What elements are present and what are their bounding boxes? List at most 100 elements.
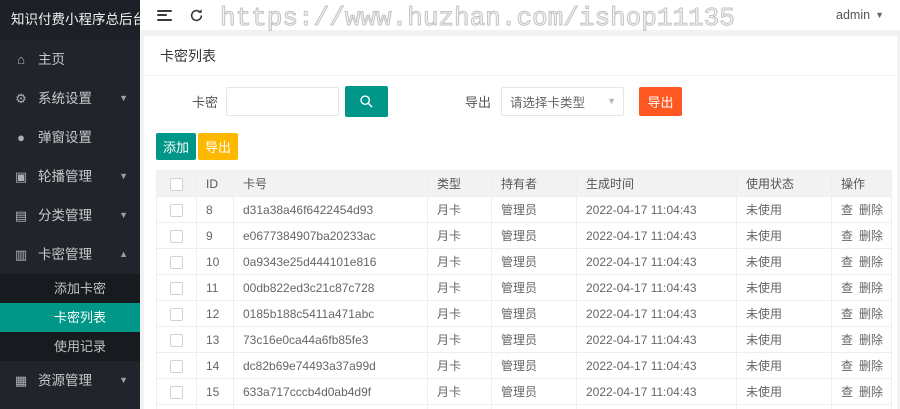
export-button-yellow[interactable]: 导出 — [198, 133, 238, 160]
view-link[interactable]: 查 — [841, 281, 854, 295]
table-row: 16 36b40b2a32a2c8731d1b 月卡 管理员 2022-04-1… — [156, 404, 892, 409]
row-checkbox[interactable] — [170, 307, 183, 321]
header-status: 使用状态 — [736, 170, 832, 197]
resource-icon: ▦ — [14, 373, 28, 388]
row-checkbox[interactable] — [170, 281, 183, 295]
sidebar: 知识付费小程序总后台 ⌂ 主页 ⚙ 系统设置 ▼ ● 弹窗设置 ▣ 轮播管理 ▼… — [0, 0, 140, 409]
sidebar-item-label: 弹窗设置 — [38, 130, 92, 145]
cell-operations: 查删除 — [831, 248, 892, 275]
cell-id: 10 — [196, 248, 234, 275]
view-link[interactable]: 查 — [841, 385, 854, 399]
cell-operations: 查删除 — [831, 404, 892, 409]
row-checkbox[interactable] — [170, 203, 183, 217]
select-all-checkbox[interactable] — [170, 177, 183, 191]
row-checkbox[interactable] — [170, 229, 183, 243]
sidebar-item-card-management[interactable]: ▥ 卡密管理 ▲ — [0, 235, 140, 274]
delete-link[interactable]: 删除 — [859, 255, 884, 269]
username: admin — [836, 8, 871, 22]
cell-holder: 管理员 — [491, 222, 577, 249]
delete-link[interactable]: 删除 — [859, 281, 884, 295]
cell-operations: 查删除 — [831, 378, 892, 405]
cell-card-number: 36b40b2a32a2c8731d1b — [233, 404, 428, 409]
cell-operations: 查删除 — [831, 326, 892, 353]
row-checkbox[interactable] — [170, 385, 183, 399]
cell-operations: 查删除 — [831, 196, 892, 223]
card-code-input[interactable] — [226, 86, 339, 116]
chevron-down-icon: ▼ — [119, 93, 128, 103]
view-link[interactable]: 查 — [841, 229, 854, 243]
view-link[interactable]: 查 — [841, 255, 854, 269]
add-button[interactable]: 添加 — [156, 133, 196, 160]
chevron-down-icon: ▼ — [119, 171, 128, 181]
sidebar-item-resources[interactable]: ▦ 资源管理 ▼ — [0, 361, 140, 400]
search-button[interactable] — [345, 85, 388, 117]
hamburger-icon — [157, 7, 172, 23]
sidebar-item-more-fun[interactable]: △ 更多好玩 ▼ — [0, 400, 140, 409]
row-checkbox[interactable] — [170, 333, 183, 347]
sidebar-item-carousel[interactable]: ▣ 轮播管理 ▼ — [0, 157, 140, 196]
header-card: 卡号 — [233, 170, 428, 197]
table-row: 14 dc82b69e74493a37a99d 月卡 管理员 2022-04-1… — [156, 352, 892, 379]
sidebar-item-label: 系统设置 — [38, 91, 92, 106]
cell-card-number: 0a9343e25d444101e816 — [233, 248, 428, 275]
cell-time: 2022-04-17 11:04:43 — [576, 222, 737, 249]
sidebar-item-label: 资源管理 — [38, 373, 92, 388]
cell-holder: 管理员 — [491, 404, 577, 409]
cell-time: 2022-04-17 11:04:43 — [576, 378, 737, 405]
cell-operations: 查删除 — [831, 222, 892, 249]
delete-link[interactable]: 删除 — [859, 307, 884, 321]
dot-icon: ● — [17, 130, 25, 145]
delete-link[interactable]: 删除 — [859, 203, 884, 217]
search-toolbar: 卡密 导出 请选择卡类型 ▼ 导出 — [144, 76, 897, 117]
table-body: 8 d31a38a46f6422454d93 月卡 管理员 2022-04-17… — [156, 196, 892, 409]
cell-operations: 查删除 — [831, 274, 892, 301]
delete-link[interactable]: 删除 — [859, 385, 884, 399]
sidebar-item-label: 分类管理 — [38, 208, 92, 223]
sidebar-subitem-usage-records[interactable]: 使用记录 — [54, 339, 107, 354]
export-button-orange[interactable]: 导出 — [639, 86, 682, 116]
card-type-select[interactable]: 请选择卡类型 ▼ — [501, 86, 624, 116]
cell-card-number: 633a717cccb4d0ab4d9f — [233, 378, 428, 405]
view-link[interactable]: 查 — [841, 307, 854, 321]
sidebar-nav: ⌂ 主页 ⚙ 系统设置 ▼ ● 弹窗设置 ▣ 轮播管理 ▼ ▤ 分类管理 ▼ ▥… — [0, 40, 140, 409]
header-op: 操作 — [831, 170, 892, 197]
card-table-wrap: ID 卡号 类型 持有者 生成时间 使用状态 操作 8 d31a38a46f64… — [156, 170, 892, 409]
cell-status: 未使用 — [736, 300, 832, 327]
user-menu[interactable]: admin ▼ — [836, 8, 884, 22]
sidebar-subitem-card-list[interactable]: 卡密列表 — [0, 303, 140, 332]
view-link[interactable]: 查 — [841, 203, 854, 217]
cell-time: 2022-04-17 11:04:43 — [576, 196, 737, 223]
sidebar-item-label: 更多好玩 — [38, 400, 119, 409]
delete-link[interactable]: 删除 — [859, 229, 884, 243]
sidebar-item-category[interactable]: ▤ 分类管理 ▼ — [0, 196, 140, 235]
fun-icon: △ — [13, 400, 29, 409]
sidebar-item-system-settings[interactable]: ⚙ 系统设置 ▼ — [0, 79, 140, 118]
topbar: admin ▼ — [140, 0, 900, 30]
chevron-down-icon: ▼ — [607, 96, 616, 106]
cell-time: 2022-04-17 11:04:43 — [576, 352, 737, 379]
cell-card-number: 0185b188c5411a471abc — [233, 300, 428, 327]
refresh-icon-glyph — [190, 8, 203, 21]
sidebar-item-popup-settings[interactable]: ● 弹窗设置 — [0, 118, 140, 157]
cell-holder: 管理员 — [491, 300, 577, 327]
sidebar-item-home[interactable]: ⌂ 主页 — [0, 40, 140, 79]
cell-time: 2022-04-17 11:04:43 — [576, 274, 737, 301]
page-title: 卡密列表 — [144, 36, 897, 76]
view-link[interactable]: 查 — [841, 359, 854, 373]
cell-card-number: d31a38a46f6422454d93 — [233, 196, 428, 223]
refresh-icon[interactable] — [189, 0, 204, 30]
cell-type: 月卡 — [427, 196, 492, 223]
sidebar-subitem-add-card[interactable]: 添加卡密 — [54, 281, 107, 296]
cell-card-number: 73c16e0ca44a6fb85fe3 — [233, 326, 428, 353]
search-icon — [360, 94, 373, 108]
row-checkbox[interactable] — [170, 255, 183, 269]
sidebar-item-label: 主页 — [38, 52, 65, 67]
view-link[interactable]: 查 — [841, 333, 854, 347]
table-header-row: ID 卡号 类型 持有者 生成时间 使用状态 操作 — [156, 170, 892, 197]
row-checkbox[interactable] — [170, 359, 183, 373]
cell-status: 未使用 — [736, 248, 832, 275]
cell-holder: 管理员 — [491, 352, 577, 379]
delete-link[interactable]: 删除 — [859, 333, 884, 347]
delete-link[interactable]: 删除 — [859, 359, 884, 373]
menu-collapse-icon[interactable] — [157, 0, 172, 30]
